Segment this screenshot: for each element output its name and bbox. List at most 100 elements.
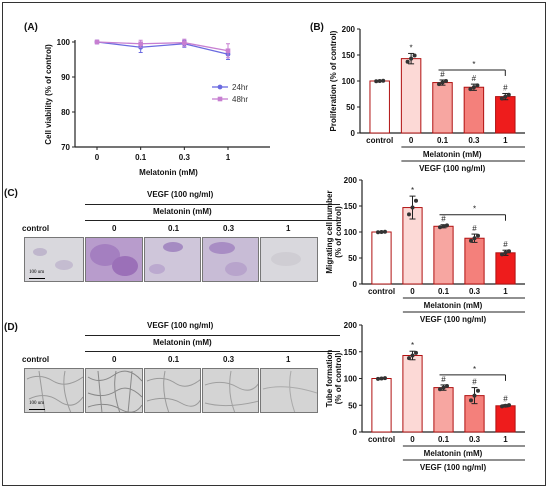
scale-bar (29, 278, 45, 280)
replicate-point-c (469, 238, 473, 243)
scale-bar (29, 409, 45, 411)
x-tick-label-a: 0.1 (135, 153, 147, 162)
x-tick-label-d: 0.3 (469, 435, 481, 444)
vegf-line-d (85, 335, 340, 336)
migration-image-mel-0-1 (144, 237, 201, 282)
melatonin-label-b: Melatonin (mM) (423, 150, 482, 159)
y-tick-label-a: 80 (61, 108, 70, 117)
panel-label-b: (B) (310, 22, 324, 33)
x-tick-label-d: control (368, 435, 395, 444)
dose-label-c-0: 0 (112, 224, 117, 233)
data-point-48hr (94, 39, 100, 45)
x-tick-label-b: 0.1 (437, 136, 449, 145)
replicate-point-d (383, 376, 387, 381)
replicate-point-d (410, 353, 415, 358)
replicate-point-b (409, 56, 414, 61)
significance-mark-b: # (472, 74, 477, 83)
dose-label-c-1: 0.1 (168, 224, 180, 233)
replicate-point-c (476, 233, 480, 238)
data-point-48hr (225, 48, 231, 54)
replicate-point-b (475, 83, 480, 88)
series-line-48hr (96, 41, 229, 52)
significance-mark-d: * (411, 341, 414, 350)
tube-image-vegf (85, 368, 143, 413)
x-tick-label-c: control (368, 287, 395, 296)
x-tick-label-c: 0.1 (438, 287, 450, 296)
y-tick-label-c: 0 (353, 280, 358, 289)
scale-bar-text: 100 um (29, 401, 45, 406)
replicate-point-c (441, 224, 446, 229)
y-tick-label-c: 150 (344, 202, 358, 211)
melatonin-label-d: Melatonin (mM) (153, 338, 212, 347)
significance-mark-b: # (503, 83, 508, 92)
tube-network (26, 370, 83, 412)
y-tick-label-a: 100 (57, 38, 71, 47)
tube-network (87, 370, 142, 412)
dose-label-c-2: 0.3 (223, 224, 235, 233)
y-tick-label-b: 50 (346, 103, 355, 112)
replicate-point-c (472, 236, 477, 241)
legend-label-48hr: 48hr (232, 95, 248, 104)
significance-mark-c: # (472, 224, 477, 233)
x-tick-label-b: 1 (503, 136, 508, 145)
stain-spot (33, 248, 47, 256)
y-tick-label-d: 0 (353, 428, 358, 437)
control-label-d: control (22, 355, 50, 364)
replicate-point-b (471, 85, 476, 90)
y-tick-label-a: 90 (61, 73, 70, 82)
migration-image-mel-1 (260, 237, 318, 282)
stain-spot (209, 242, 235, 254)
x-tick-label-c: 1 (503, 287, 508, 296)
melatonin-label-d: Melatonin (mM) (424, 449, 483, 458)
replicate-point-c (376, 230, 380, 235)
bracket-label-b: * (472, 60, 475, 69)
y-axis-title-c: Migrating cell number (325, 190, 334, 273)
y-axis-title-a: Cell viability (% of control) (44, 44, 53, 145)
legend-marker-48hr (217, 96, 223, 102)
tube-network (204, 370, 258, 412)
stain-spot (55, 260, 73, 270)
legend-label-24hr: 24hr (232, 83, 248, 92)
panel-label-a: (A) (24, 22, 38, 33)
replicate-point-d (414, 350, 418, 355)
vegf-label-b: VEGF (100 ng/ml) (419, 164, 486, 173)
melatonin-label-c: Melatonin (mM) (424, 301, 483, 310)
vegf-label-c: VEGF (100 ng/ml) (420, 315, 487, 324)
replicate-point-d (500, 404, 504, 409)
replicate-point-c (414, 198, 418, 203)
bracket-label-d: * (473, 365, 476, 374)
x-tick-label-a: 1 (226, 153, 231, 162)
data-point-48hr (182, 40, 187, 45)
replicate-point-d (407, 356, 411, 361)
panel-label-c: (C) (4, 188, 18, 199)
x-tick-label-b: control (366, 136, 393, 145)
series-line-24hr (96, 41, 229, 55)
melatonin-line-d (85, 351, 340, 352)
y-tick-label-a: 70 (61, 143, 70, 152)
legend-marker-24hr (217, 84, 223, 90)
replicate-point-b (437, 82, 441, 87)
replicate-point-d (438, 387, 442, 392)
x-tick-label-c: 0.3 (469, 287, 481, 296)
dose-label-d-3: 1 (286, 355, 291, 364)
bar-d (371, 378, 392, 433)
tube-image-control: 100 um (24, 368, 84, 413)
data-point-48hr (138, 41, 143, 47)
y-tick-label-d: 50 (348, 401, 357, 410)
y-tick-label-b: 150 (342, 51, 356, 60)
significance-mark-b: # (440, 70, 445, 79)
bracket-label-c: * (473, 205, 476, 214)
melatonin-line-c (85, 220, 340, 221)
dose-label-d-1: 0.1 (168, 355, 180, 364)
vegf-line-c (85, 204, 340, 205)
panel-label-d: (D) (4, 322, 18, 333)
significance-mark-d: # (472, 378, 477, 387)
dose-label-d-0: 0 (112, 355, 117, 364)
x-tick-label-d: 0 (410, 435, 415, 444)
replicate-point-d (476, 388, 480, 393)
melatonin-label-c: Melatonin (mM) (153, 207, 212, 216)
figure-border (2, 2, 546, 486)
